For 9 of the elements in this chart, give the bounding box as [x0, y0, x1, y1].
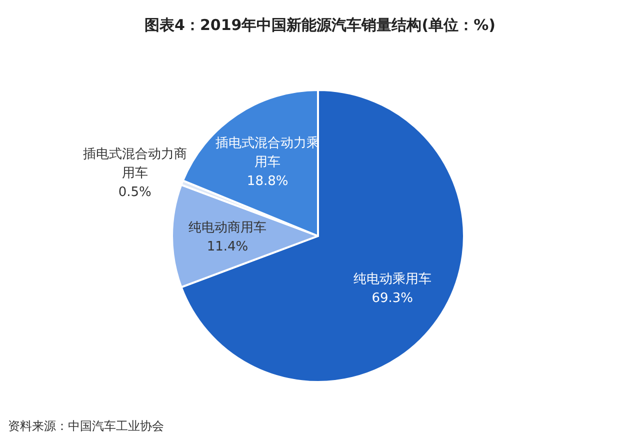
chart-title: 图表4：2019年中国新能源汽车销量结构(单位：%): [144, 16, 496, 34]
slice-label: 纯电动商用车: [188, 220, 266, 236]
text: 资料来源：中国汽车工业协会: [8, 419, 164, 433]
data-label: 69.3%: [372, 291, 414, 306]
data-label: 11.4%: [206, 240, 248, 254]
data-label: 18.8%: [246, 174, 288, 189]
slice-label: 纯电动乘用车: [353, 272, 432, 288]
slice-label: 插电式混合动力商用车: [82, 147, 187, 182]
data-label: 0.5%: [118, 185, 152, 200]
